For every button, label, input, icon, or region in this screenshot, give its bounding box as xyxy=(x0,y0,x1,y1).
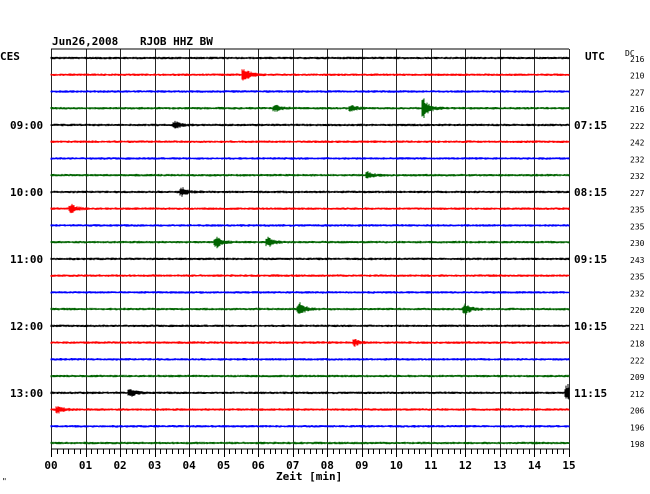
dc-header-label: DC xyxy=(625,49,635,58)
seismic-trace xyxy=(50,441,570,445)
seismic-trace xyxy=(50,98,570,118)
x-tick-label: 07 xyxy=(286,459,299,472)
right-hour-label: 07:15 xyxy=(574,119,607,132)
seismic-trace xyxy=(50,324,570,328)
x-tick-label: 14 xyxy=(528,459,542,472)
x-axis-title: Zeit [min] xyxy=(276,470,343,483)
dc-value: 242 xyxy=(630,139,645,148)
seismic-trace xyxy=(50,236,570,249)
dc-value: 220 xyxy=(630,306,645,315)
dc-value: 216 xyxy=(630,55,645,64)
dc-value: 222 xyxy=(630,356,645,365)
seismic-trace xyxy=(50,358,570,361)
seismic-trace xyxy=(50,56,570,60)
x-tick-label: 05 xyxy=(217,459,230,472)
right-hour-label: 11:15 xyxy=(574,387,607,400)
dc-value: 227 xyxy=(630,88,645,97)
seismic-trace xyxy=(50,69,570,81)
dc-value: 209 xyxy=(630,373,645,382)
dc-value: 222 xyxy=(630,122,645,131)
label-layer: 09:00 10:00 11:00 12:00 13:00 07:15 08:15 09:15… xyxy=(10,55,645,449)
x-tick-label: 03 xyxy=(148,459,161,472)
left-timezone-label: CES xyxy=(0,50,20,63)
seismic-trace xyxy=(50,257,570,261)
seismic-trace xyxy=(50,425,570,428)
seismic-trace xyxy=(50,120,570,129)
dc-value: 232 xyxy=(630,289,645,298)
right-hour-label: 10:15 xyxy=(574,320,607,333)
left-hour-label: 09:00 xyxy=(10,119,43,132)
seismic-trace xyxy=(50,302,570,315)
left-hour-label: 10:00 xyxy=(10,186,43,199)
trace-layer xyxy=(50,56,570,445)
dc-value: 218 xyxy=(630,340,645,349)
dc-value: 227 xyxy=(630,189,645,198)
right-timezone-label: UTC xyxy=(585,50,605,63)
dc-value: 198 xyxy=(630,440,645,449)
dc-value: 206 xyxy=(630,407,645,416)
x-tick-label: 13 xyxy=(493,459,506,472)
x-tick-label: 08 xyxy=(321,459,334,472)
x-tick-label: 15 xyxy=(562,459,575,472)
station-channel: RJOB HHZ BW xyxy=(140,35,213,48)
seismic-trace xyxy=(50,203,570,214)
seismic-trace xyxy=(50,274,570,277)
x-tick-label: 10 xyxy=(390,459,403,472)
x-axis: 00 01 02 03 04 05 06 07 08 09 10 11 12 13 14 15 xyxy=(44,449,576,472)
x-tick-label: 00 xyxy=(44,459,57,472)
corner-mark: " xyxy=(2,477,7,486)
dc-value: 196 xyxy=(630,423,645,432)
dc-value: 243 xyxy=(630,256,645,265)
dc-value: 210 xyxy=(630,72,645,81)
seismic-trace xyxy=(50,140,570,143)
seismic-trace xyxy=(50,406,570,414)
x-tick-label: 01 xyxy=(79,459,93,472)
right-hour-label: 08:15 xyxy=(574,186,607,199)
seismic-trace xyxy=(50,171,570,179)
seismic-trace xyxy=(50,157,570,160)
dc-value: 212 xyxy=(630,390,645,399)
x-tick-label: 02 xyxy=(113,459,126,472)
dc-value: 232 xyxy=(630,155,645,164)
right-hour-label: 09:15 xyxy=(574,253,607,266)
seismic-trace xyxy=(50,291,570,294)
seismic-trace xyxy=(50,187,570,197)
x-tick-label: 06 xyxy=(252,459,266,472)
left-hour-label: 12:00 xyxy=(10,320,43,333)
x-tick-label: 09 xyxy=(355,459,368,472)
seismic-trace xyxy=(50,224,570,227)
grid xyxy=(51,48,570,450)
dc-value: 235 xyxy=(630,273,645,282)
dc-value: 232 xyxy=(630,172,645,181)
seismic-trace xyxy=(50,339,570,347)
x-tick-label: 11 xyxy=(424,459,438,472)
seismic-trace xyxy=(50,374,570,378)
x-tick-label: 12 xyxy=(459,459,472,472)
left-hour-label: 13:00 xyxy=(10,387,43,400)
left-hour-label: 11:00 xyxy=(10,253,43,266)
seismic-trace xyxy=(50,90,570,93)
record-date: Jun26,2008 xyxy=(52,35,119,48)
dc-value: 235 xyxy=(630,222,645,231)
dc-value: 221 xyxy=(630,323,645,332)
dc-value: 230 xyxy=(630,239,645,248)
dc-value: 216 xyxy=(630,105,645,114)
seismic-trace xyxy=(50,384,570,400)
x-tick-label: 04 xyxy=(183,459,197,472)
dc-value: 235 xyxy=(630,206,645,215)
